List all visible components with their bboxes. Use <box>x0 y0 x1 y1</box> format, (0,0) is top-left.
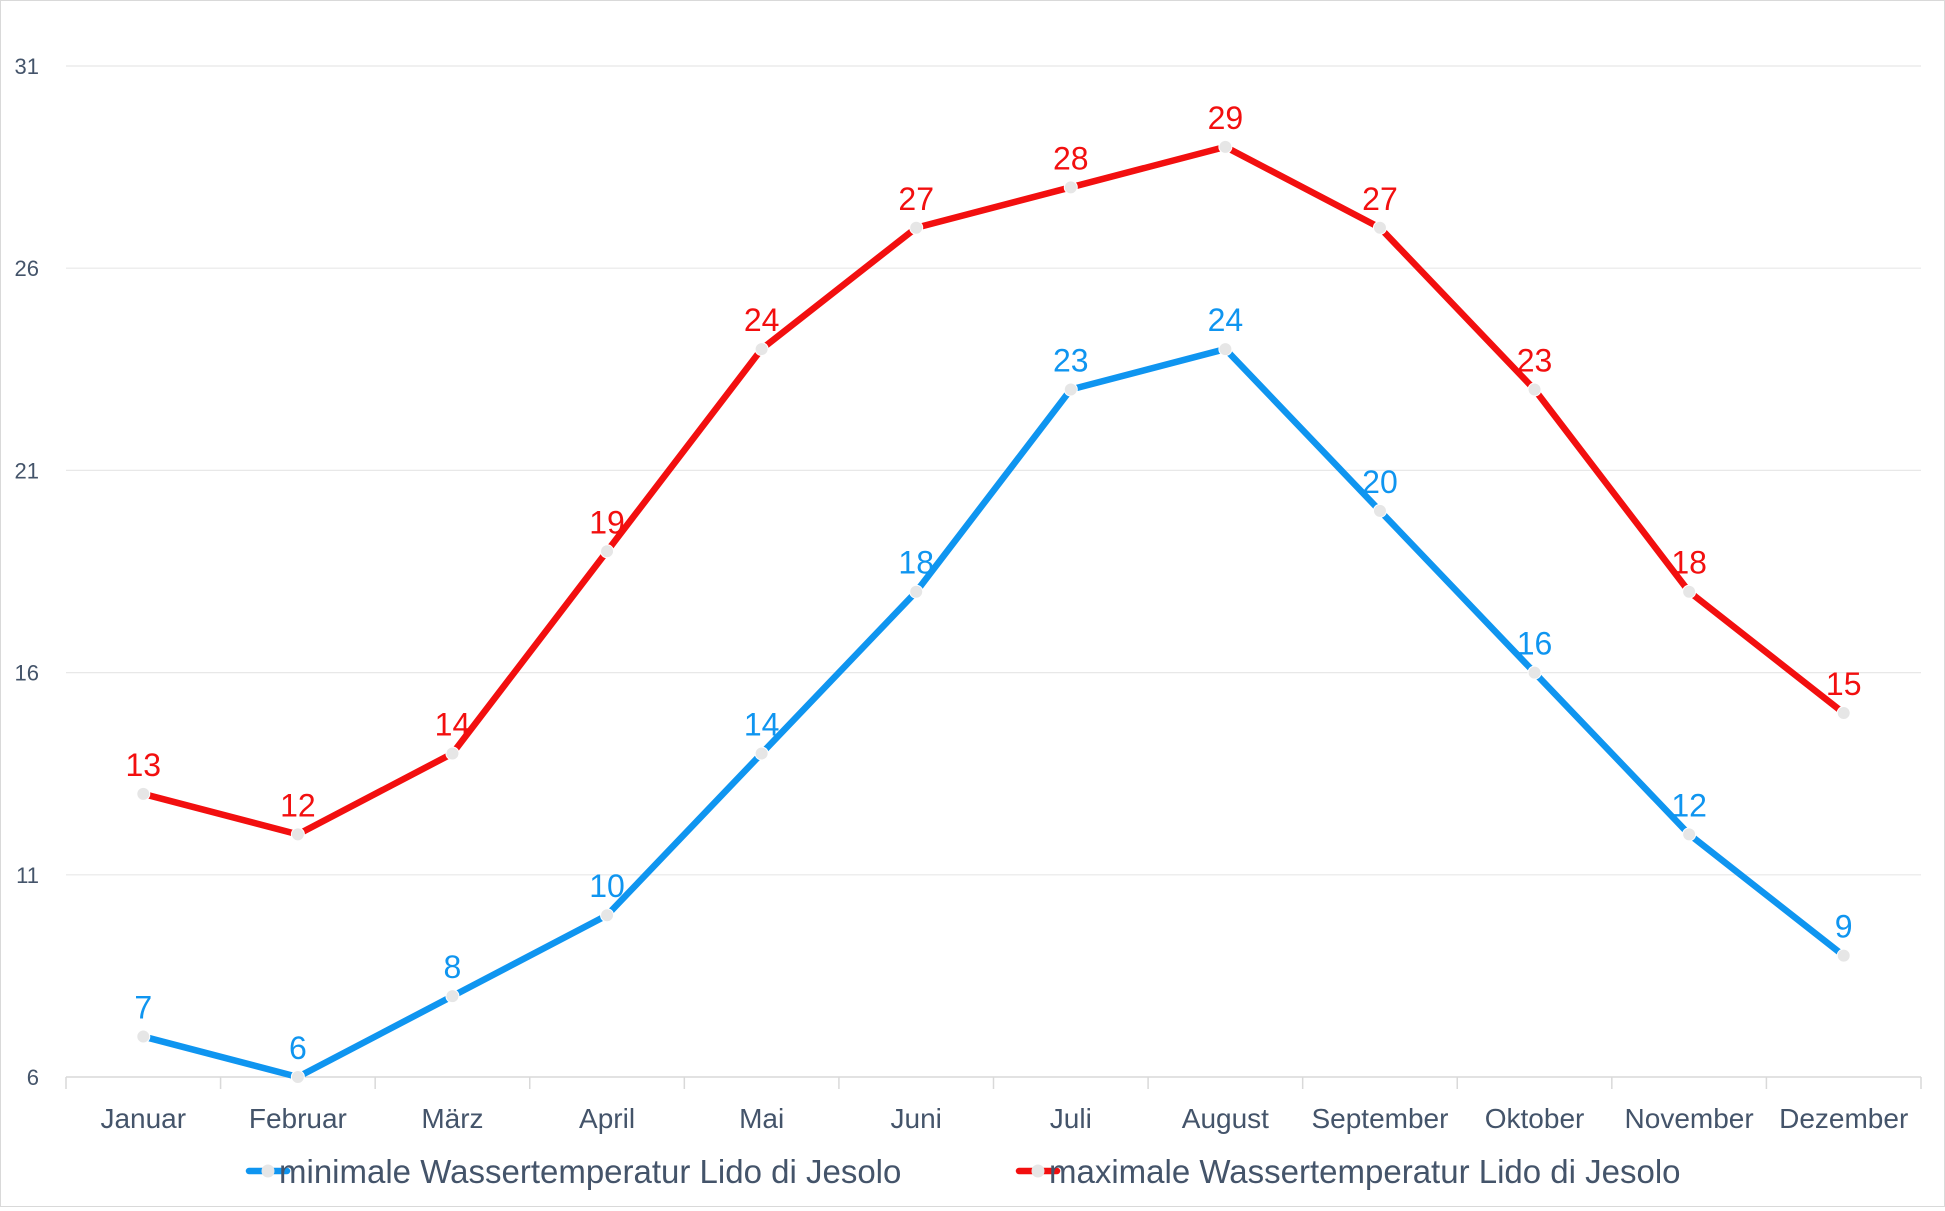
data-point-marker <box>445 989 460 1004</box>
data-point-marker <box>600 908 615 923</box>
x-tick-label: Februar <box>249 1103 347 1134</box>
x-tick-label: Mai <box>739 1103 784 1134</box>
data-label: 27 <box>898 181 934 217</box>
y-tick-label: 16 <box>15 661 39 686</box>
y-tick-label: 31 <box>15 54 39 79</box>
series-line-min <box>140 345 1847 1081</box>
x-tick-label: August <box>1182 1103 1269 1134</box>
y-tick-label: 21 <box>15 458 39 483</box>
data-label: 12 <box>1671 787 1707 823</box>
x-tick-label: Oktober <box>1485 1103 1585 1134</box>
series-lines <box>136 139 1851 1084</box>
data-label: 10 <box>589 868 625 904</box>
x-tick-label: März <box>421 1103 483 1134</box>
axes: 6 11 16 21 26 31 Januar Februar März April Mai Juni… <box>15 54 1922 1134</box>
y-tick-label: 26 <box>15 256 39 281</box>
x-tick-label: September <box>1311 1103 1448 1134</box>
data-label: 18 <box>898 545 934 581</box>
y-tick-label: 6 <box>27 1065 39 1090</box>
data-label: 13 <box>125 747 161 783</box>
data-point-marker <box>600 544 615 559</box>
x-tick-label: April <box>579 1103 635 1134</box>
data-point-marker <box>1527 382 1542 397</box>
data-point-marker <box>136 1029 151 1044</box>
legend: minimale Wassertemperatur Lido di Jesolo… <box>245 1153 1681 1190</box>
data-label: 14 <box>744 706 780 742</box>
data-label: 12 <box>280 787 316 823</box>
legend-marker-swatch <box>261 1164 275 1178</box>
data-label: 16 <box>1517 626 1553 662</box>
data-label: 27 <box>1362 181 1398 217</box>
legend-label: minimale Wassertemperatur Lido di Jesolo <box>279 1153 901 1190</box>
data-point-marker <box>290 1070 305 1084</box>
x-tick-label: Januar <box>100 1103 186 1134</box>
x-tick-label: Juli <box>1050 1103 1092 1134</box>
data-point-marker <box>909 220 924 235</box>
data-point-marker <box>290 827 305 842</box>
data-point-marker <box>1218 342 1233 357</box>
data-point-marker <box>1372 503 1387 518</box>
data-label: 19 <box>589 504 625 540</box>
data-label: 8 <box>444 949 462 985</box>
data-point-marker <box>1063 180 1078 195</box>
data-point-marker <box>1836 948 1851 963</box>
data-point-marker <box>1682 584 1697 599</box>
data-label: 24 <box>744 302 780 338</box>
gridlines <box>66 65 1921 876</box>
x-tick-label: Juni <box>891 1103 942 1134</box>
data-label: 9 <box>1835 909 1853 945</box>
legend-label: maximale Wassertemperatur Lido di Jesolo <box>1049 1153 1681 1190</box>
data-point-marker <box>1063 382 1078 397</box>
y-tick-label: 11 <box>16 863 39 888</box>
series-line-max <box>140 143 1847 838</box>
data-point-marker <box>136 786 151 801</box>
data-point-marker <box>1218 139 1233 154</box>
data-point-marker <box>1836 706 1851 721</box>
data-point-marker <box>1372 220 1387 235</box>
data-label: 7 <box>134 990 152 1026</box>
data-point-marker <box>909 584 924 599</box>
legend-item-max: maximale Wassertemperatur Lido di Jesolo <box>1015 1153 1681 1190</box>
data-point-marker <box>754 746 769 761</box>
data-label: 24 <box>1208 302 1244 338</box>
data-label: 15 <box>1826 666 1862 702</box>
data-point-marker <box>1527 665 1542 680</box>
data-point-marker <box>754 342 769 357</box>
data-label: 6 <box>289 1030 307 1066</box>
data-labels: 7 6 8 10 14 18 23 24 20 16 12 9 13 12 14 19 24 27 28 29 27 23… <box>125 100 1861 1066</box>
data-label: 20 <box>1362 464 1398 500</box>
data-point-marker <box>445 746 460 761</box>
x-tick-label: Dezember <box>1779 1103 1908 1134</box>
data-label: 23 <box>1053 343 1089 379</box>
legend-item-min: minimale Wassertemperatur Lido di Jesolo <box>245 1153 901 1190</box>
data-label: 14 <box>435 706 471 742</box>
data-label: 23 <box>1517 343 1553 379</box>
data-label: 18 <box>1671 545 1707 581</box>
data-point-marker <box>1682 827 1697 842</box>
x-tick-label: November <box>1625 1103 1754 1134</box>
data-label: 28 <box>1053 140 1089 176</box>
legend-marker-swatch <box>1031 1164 1045 1178</box>
data-label: 29 <box>1208 100 1244 136</box>
